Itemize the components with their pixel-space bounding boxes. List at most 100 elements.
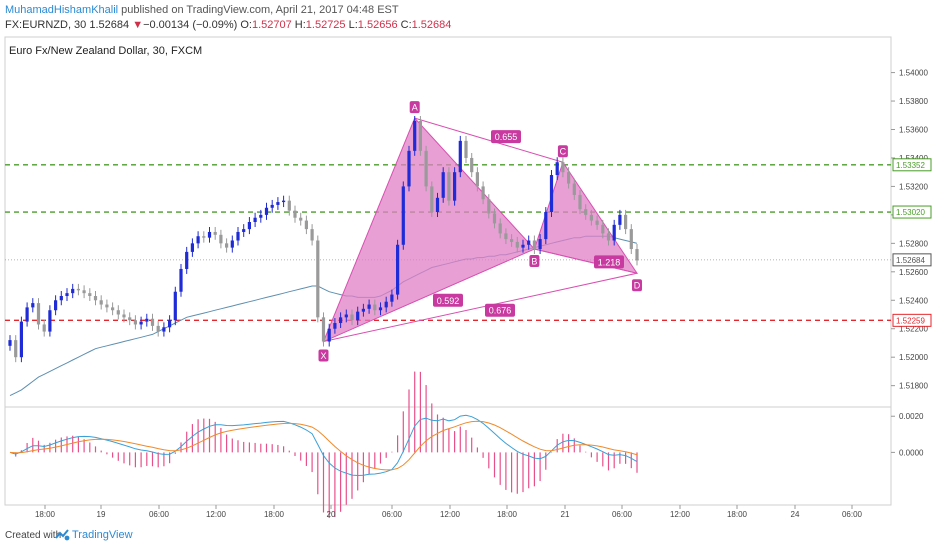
candle-body	[196, 236, 200, 244]
candle-body	[339, 317, 343, 324]
candle-body	[361, 308, 365, 312]
time-tick-label: 20	[327, 510, 336, 519]
candlestick-series	[8, 115, 639, 363]
candle-body	[504, 233, 508, 240]
candle-body	[487, 199, 491, 214]
pattern-point-b-box	[529, 255, 540, 268]
price-tags: 1.53352 1.53020 1.52684 1.52259	[892, 158, 932, 327]
candle-body	[492, 213, 497, 224]
pattern-ratio-box	[433, 293, 463, 307]
price-tag-label: 1.52259	[896, 316, 925, 325]
candle-body	[453, 172, 457, 201]
candle-body	[635, 249, 639, 261]
candle-body	[407, 150, 411, 187]
candle-body	[276, 202, 280, 205]
candle-body	[544, 212, 548, 240]
candle-body	[99, 300, 103, 305]
price-tag-box	[892, 158, 932, 172]
price-tick-label: 1.52200	[899, 325, 928, 334]
author-link[interactable]: MuhamadHishamKhalil	[5, 4, 119, 16]
candle-body	[418, 120, 422, 151]
candle-body	[168, 320, 172, 328]
candle-body	[578, 194, 582, 210]
candle-body	[549, 175, 554, 213]
time-tick-label: 18:00	[264, 510, 285, 519]
symbol-info: FX:EURNZD, 30 1.52684 ▼−0.00134 (−0.09%)…	[5, 19, 451, 31]
last-price: 1.52684	[89, 19, 130, 31]
candle-body	[71, 288, 75, 294]
price-axis[interactable]: 1.540001.538001.536001.534001.532001.530…	[891, 69, 928, 391]
candle-body	[396, 244, 400, 295]
candle-body	[629, 229, 633, 250]
candle-body	[321, 317, 326, 342]
candle-body	[367, 304, 371, 309]
symbol-label: FX:EURNZD, 30	[5, 19, 87, 31]
candle-body	[350, 314, 354, 321]
macd-line	[9, 414, 638, 477]
candle-body	[435, 197, 440, 213]
candle-body	[173, 291, 177, 321]
candle-body	[82, 290, 86, 294]
pattern-labels: X A B C D 0.592 0.655 1.218 0.676	[318, 101, 642, 362]
time-tick-label: 06:00	[842, 510, 863, 519]
pattern-point-label: X	[320, 351, 326, 361]
chart-area[interactable]: Euro Fx/New Zealand Dollar, 30, FXCM X A B…	[0, 34, 932, 522]
candle-body	[65, 293, 69, 296]
candle-body	[356, 311, 360, 321]
candle-body	[54, 300, 58, 311]
candle-body	[213, 231, 217, 235]
candle-body	[401, 186, 405, 245]
pattern-ratio-box	[594, 255, 624, 269]
pattern-ratio-label: 0.655	[495, 132, 518, 142]
time-tick-label: 12:00	[670, 510, 691, 519]
candle-body	[567, 172, 571, 184]
macd-pane[interactable]	[4, 406, 892, 506]
candle-body	[498, 223, 502, 234]
time-tick-label: 06:00	[149, 510, 170, 519]
macd-tick-label: 0.0000	[899, 448, 924, 457]
close-value: 1.52684	[411, 19, 452, 31]
candle-body	[282, 200, 286, 203]
pattern-ratio-label: 0.592	[437, 296, 460, 306]
time-tick-label: 18:00	[727, 510, 748, 519]
candle-body	[601, 224, 605, 234]
price-tick-label: 1.52600	[899, 268, 928, 277]
published-text: published on TradingView.com, April 21, …	[121, 4, 399, 16]
signal-line	[9, 420, 638, 471]
time-tick-label: 19	[97, 510, 106, 519]
candle-body	[76, 288, 80, 291]
candle-body	[344, 314, 348, 318]
pattern-point-x-box	[318, 349, 329, 362]
down-arrow-icon: ▼	[132, 19, 144, 31]
candle-body	[139, 321, 143, 325]
pattern-ratio-box	[485, 303, 515, 317]
candle-body	[122, 314, 126, 318]
pattern-ratio-label: 0.676	[489, 306, 512, 316]
candle-body	[470, 157, 474, 173]
candle-body	[521, 244, 525, 248]
candle-body	[111, 307, 115, 311]
candle-body	[264, 207, 269, 215]
pattern-point-label: B	[531, 257, 537, 267]
candle-body	[595, 220, 599, 225]
candle-body	[190, 243, 194, 252]
candle-body	[128, 317, 132, 321]
candle-body	[589, 214, 593, 221]
candle-body	[304, 220, 308, 230]
price-tag-box	[892, 313, 932, 327]
price-tick-label: 1.52400	[899, 296, 928, 305]
candle-body	[202, 236, 206, 238]
candle-body	[59, 296, 63, 301]
candle-body	[475, 172, 479, 187]
pattern-point-label: C	[560, 147, 567, 157]
tradingview-brand[interactable]: TradingView	[72, 529, 133, 541]
close-label: C:	[400, 19, 412, 31]
candle-body	[612, 224, 616, 241]
pattern-point-label: D	[634, 281, 641, 291]
time-axis[interactable]: 18:00 19 06:00 12:00 18:00 20 06:00 12:00 18:00 2…	[35, 505, 863, 519]
candle-body	[287, 200, 291, 211]
candle-body	[527, 240, 531, 245]
pattern-ratio-box	[491, 130, 521, 144]
candle-body	[179, 268, 183, 292]
candle-body	[584, 209, 588, 215]
